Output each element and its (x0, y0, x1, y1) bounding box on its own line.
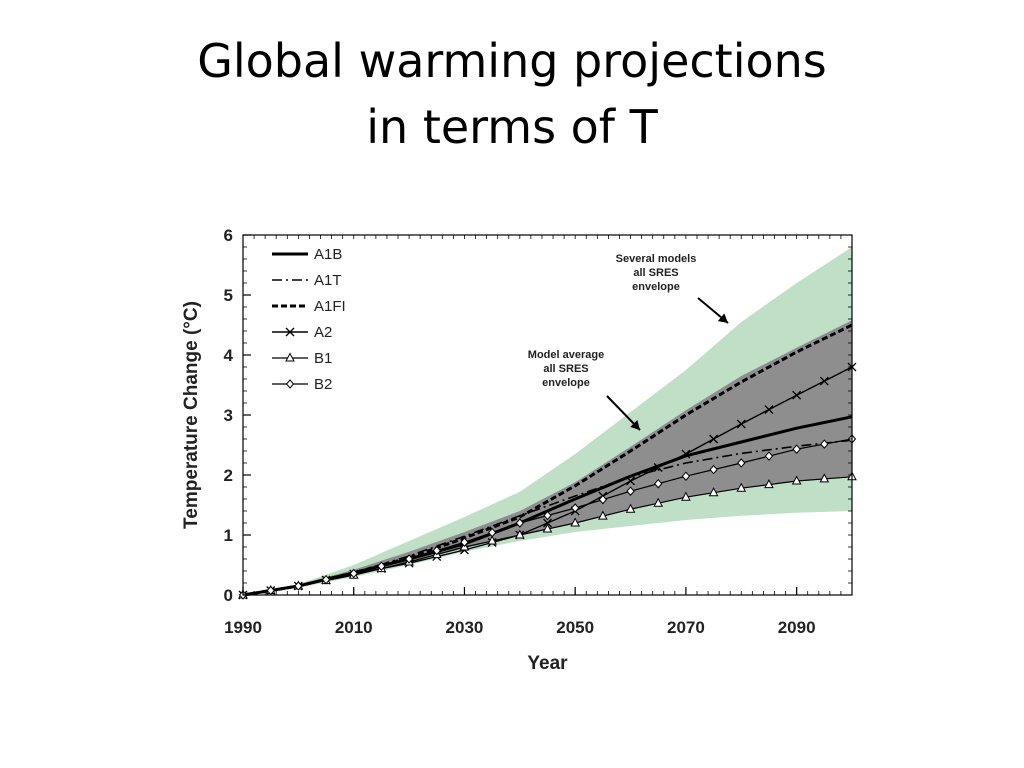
series-point-b1 (625, 503, 636, 513)
slide-title: Global warming projections in terms of T (0, 28, 1024, 160)
series-point-a2 (709, 434, 719, 444)
series-point-b2 (571, 503, 580, 513)
annotations: Several models all SRES envelope Model aver… (528, 253, 729, 431)
legend-marker-b2 (285, 379, 295, 389)
plot-area (238, 247, 857, 600)
y-axis-title: Temperature Change (°C) (181, 301, 202, 529)
y-tick-label: 6 (224, 226, 233, 245)
legend-label-a1t: A1T (314, 272, 342, 289)
annotation-arrowhead-model-average (630, 420, 640, 430)
series-point-b1 (681, 491, 691, 501)
series-point-b1 (819, 473, 830, 483)
series-point-b1 (598, 510, 608, 520)
slide-title-line-2: in terms of T (366, 100, 658, 154)
y-tick-label: 3 (224, 406, 233, 425)
series-point-a2 (764, 405, 774, 415)
annotation-model-average-line: envelope (542, 377, 590, 389)
series-point-b2 (294, 581, 303, 591)
annotation-arrowhead-several-models (717, 313, 728, 323)
series-point-b2 (543, 510, 552, 521)
series-point-a2 (792, 390, 802, 400)
series-point-b2 (404, 554, 414, 564)
series-point-b2 (626, 486, 635, 496)
legend-label-a1b: A1B (314, 246, 342, 263)
series-point-b2 (377, 561, 386, 571)
series-point-b2 (460, 537, 469, 547)
series-point-b2 (792, 444, 801, 454)
series-point-b1 (542, 523, 553, 533)
series-point-b1 (708, 487, 719, 497)
series-point-a2 (653, 463, 663, 472)
annotation-several-models-line: Several models (616, 253, 697, 265)
envelope-model-average (243, 320, 852, 595)
legend-label-b1: B1 (314, 350, 332, 367)
y-tick-label: 4 (224, 346, 234, 365)
annotation-several-models-line: envelope (632, 281, 680, 293)
series-point-b2 (737, 458, 746, 468)
series-point-b1 (487, 535, 497, 545)
series-point-b2 (654, 478, 663, 489)
series-point-b2 (515, 518, 524, 528)
series-point-b2 (487, 527, 497, 538)
x-tick-label: 2010 (335, 618, 373, 637)
x-tick-label: 1990 (224, 618, 262, 637)
x-axis-title: Year (527, 653, 568, 674)
series-point-b1 (570, 517, 581, 527)
x-tick-label: 2090 (778, 618, 816, 637)
legend-label-a2: A2 (314, 324, 332, 341)
x-tick-label: 2050 (556, 618, 594, 637)
series-point-b1 (791, 475, 802, 485)
y-tick-label: 5 (224, 286, 233, 305)
series-point-a2 (681, 449, 691, 459)
axes: 1990 2010 2030 2050 2070 2090 0 1 2 3 4 5 6 Year Tempe… (181, 226, 853, 674)
series-point-b2 (709, 464, 718, 475)
annotation-model-average-line: Model average (528, 349, 604, 361)
series-point-b2 (598, 494, 608, 505)
series-point-b2 (681, 471, 691, 481)
series-point-a2 (819, 376, 829, 386)
series-point-b1 (653, 497, 664, 507)
legend-marker-a2 (285, 327, 295, 337)
annotation-model-average-line: all SRES (543, 363, 588, 375)
y-tick-label: 2 (224, 466, 233, 485)
series-point-b2 (349, 568, 358, 579)
series-point-b2 (432, 545, 441, 556)
annotation-several-models-line: all SRES (633, 267, 678, 279)
legend-label-a1fi: A1FI (314, 298, 346, 315)
series-point-a2 (543, 518, 552, 528)
legend-label-b2: B2 (314, 376, 332, 393)
x-tick-label: 2070 (667, 618, 705, 637)
series-point-b2 (764, 451, 774, 461)
series-point-b1 (764, 479, 774, 489)
series-point-b2 (321, 574, 331, 585)
y-tick-label: 0 (224, 586, 233, 605)
series-point-b1 (736, 482, 747, 492)
series-point-b2 (820, 439, 829, 449)
slide-title-line-1: Global warming projections (197, 34, 827, 88)
series-point-b1 (514, 529, 525, 539)
envelope-several-models (243, 247, 852, 595)
series-point-a2 (736, 419, 746, 429)
x-tick-label: 2030 (446, 618, 484, 637)
legend-marker-b1 (285, 352, 295, 362)
y-tick-label: 1 (224, 526, 233, 545)
series-point-a2 (626, 476, 636, 486)
legend: A1B A1T A1FI A2 B1 B2 (272, 246, 346, 393)
